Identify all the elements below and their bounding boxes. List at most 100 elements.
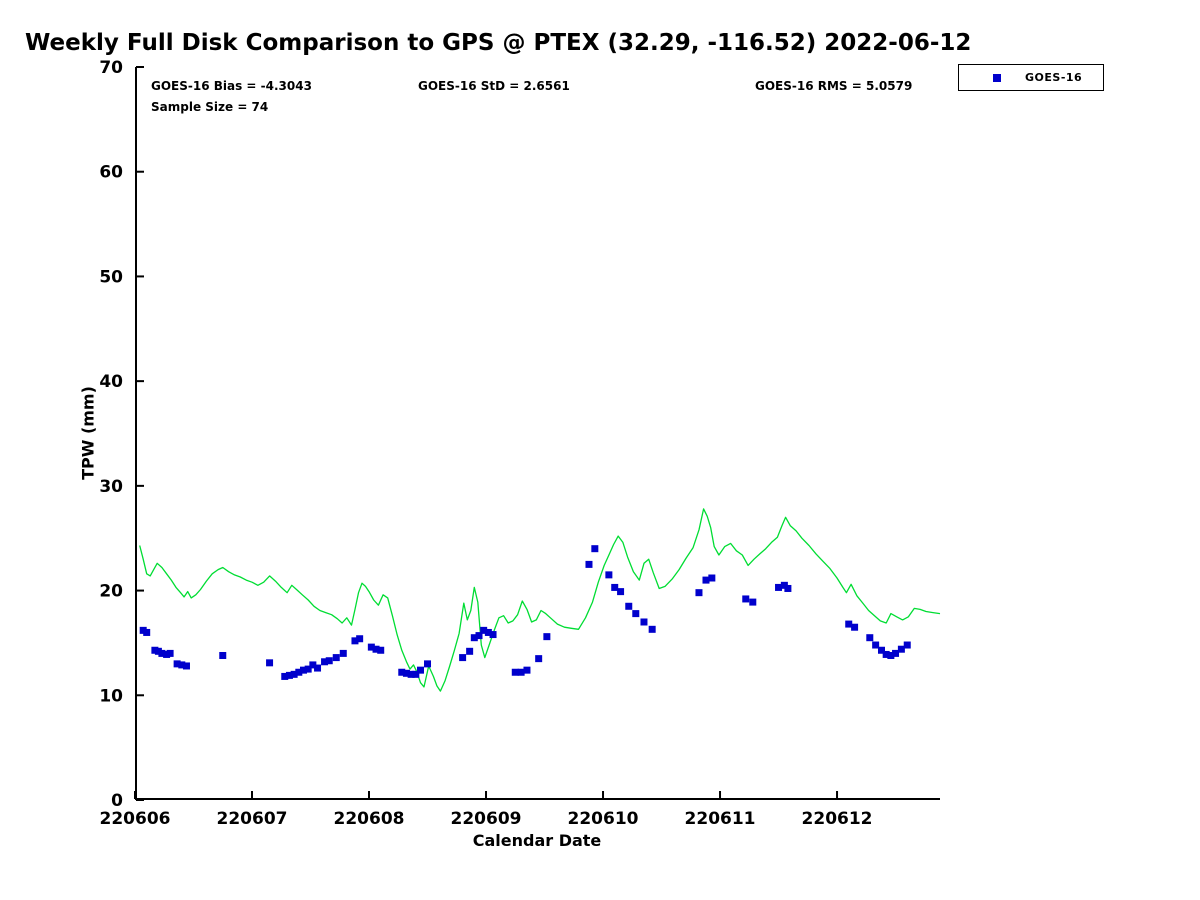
marker-goes16 [882, 650, 890, 658]
marker-goes16 [470, 634, 478, 642]
plot-area: 0 10 20 30 40 50 60 70 220606 220607 220608 220609 2… [99, 58, 941, 829]
marker-goes16 [892, 649, 900, 657]
marker-goes16 [851, 623, 859, 631]
marker-goes16 [314, 664, 322, 672]
marker-goes16 [154, 647, 162, 655]
marker-goes16 [535, 655, 543, 663]
marker-goes16 [845, 620, 853, 628]
x-tick-label: 220610 [568, 809, 639, 829]
goes16-legend-marker-icon [993, 73, 1001, 82]
marker-goes16 [332, 654, 340, 662]
marker-goes16 [178, 661, 186, 669]
marker-goes16 [780, 581, 788, 589]
marker-goes16 [523, 666, 531, 674]
marker-goes16 [424, 660, 432, 668]
marker-goes16 [398, 668, 406, 676]
marker-goes16 [585, 560, 593, 568]
marker-goes16 [143, 628, 151, 636]
marker-goes16 [872, 641, 880, 649]
marker-goes16 [511, 668, 519, 676]
marker-goes16 [640, 618, 648, 626]
marker-goes16 [466, 647, 474, 655]
marker-goes16 [611, 583, 619, 591]
marker-goes16 [708, 574, 716, 582]
x-tick-label: 220607 [217, 809, 288, 829]
marker-goes16 [166, 649, 174, 657]
marker-goes16 [617, 588, 625, 596]
marker-goes16 [151, 646, 159, 654]
marker-goes16 [309, 661, 317, 669]
marker-goes16 [407, 670, 415, 678]
series-line-gps [139, 508, 941, 692]
y-tick-label: 40 [99, 372, 123, 392]
marker-goes16 [784, 584, 792, 592]
stat-bias: GOES-16 Bias = -4.3043 [151, 79, 312, 93]
marker-goes16 [625, 602, 633, 610]
marker-goes16 [325, 657, 333, 665]
marker-goes16 [173, 660, 181, 668]
y-tick-label: 50 [99, 267, 123, 287]
plot-svg: 0 10 20 30 40 50 60 70 220606 220607 220608 220609 2… [99, 58, 941, 829]
legend-label: GOES-16 [1025, 71, 1083, 84]
chart-title: Weekly Full Disk Comparison to GPS @ PTE… [25, 30, 972, 56]
marker-goes16 [543, 633, 551, 641]
y-tick-label: 60 [99, 163, 123, 183]
marker-goes16 [356, 635, 364, 643]
marker-goes16 [182, 662, 190, 670]
marker-goes16 [695, 589, 703, 597]
marker-goes16 [290, 670, 298, 678]
marker-goes16 [367, 643, 375, 651]
y-tick-label: 10 [99, 686, 123, 706]
marker-goes16 [351, 637, 359, 645]
legend: GOES-16 [958, 64, 1104, 91]
marker-goes16 [163, 650, 171, 658]
marker-goes16 [281, 672, 289, 680]
marker-goes16 [412, 670, 420, 678]
y-tick-label: 20 [99, 582, 123, 602]
marker-goes16 [459, 654, 467, 662]
marker-goes16 [139, 626, 147, 634]
x-tick-label: 220609 [451, 809, 522, 829]
marker-goes16 [475, 632, 483, 640]
marker-goes16 [648, 625, 656, 633]
marker-goes16 [632, 610, 640, 618]
marker-goes16 [866, 634, 874, 642]
marker-goes16 [339, 649, 347, 657]
y-tick-label: 70 [99, 58, 123, 78]
marker-goes16 [402, 669, 410, 677]
marker-goes16 [416, 666, 424, 674]
marker-goes16 [377, 646, 385, 654]
marker-goes16 [295, 668, 303, 676]
marker-goes16 [304, 665, 312, 673]
marker-goes16 [489, 631, 497, 639]
marker-goes16 [605, 571, 613, 579]
marker-goes16 [321, 658, 329, 666]
marker-goes16 [877, 646, 885, 654]
marker-goes16 [158, 649, 166, 657]
marker-goes16 [702, 576, 710, 584]
marker-goes16 [749, 598, 757, 606]
stat-std: GOES-16 StD = 2.6561 [418, 79, 570, 93]
marker-goes16 [372, 645, 380, 653]
marker-goes16 [285, 671, 293, 679]
x-tick-label: 220608 [334, 809, 405, 829]
marker-goes16 [897, 645, 905, 653]
marker-goes16 [266, 659, 274, 667]
marker-goes16 [775, 583, 783, 591]
stat-rms: GOES-16 RMS = 5.0579 [755, 79, 913, 93]
marker-goes16 [887, 651, 895, 659]
marker-goes16 [591, 545, 599, 553]
marker-goes16 [480, 626, 488, 634]
y-tick-label: 0 [111, 791, 123, 811]
marker-goes16 [742, 595, 750, 603]
x-tick-label: 220612 [802, 809, 873, 829]
y-axis-label: TPW (mm) [78, 386, 98, 480]
marker-goes16 [517, 668, 525, 676]
x-tick-label: 220611 [685, 809, 756, 829]
marker-goes16 [299, 666, 307, 674]
stat-sample-size: Sample Size = 74 [151, 100, 269, 114]
marker-goes16 [219, 651, 227, 659]
x-axis-label: Calendar Date [472, 831, 602, 850]
y-tick-label: 30 [99, 477, 123, 497]
